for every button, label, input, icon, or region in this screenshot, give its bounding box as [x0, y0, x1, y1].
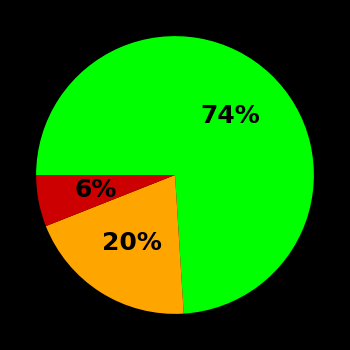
Text: 6%: 6%	[75, 178, 117, 202]
Text: 74%: 74%	[200, 104, 260, 128]
Text: 20%: 20%	[102, 231, 162, 255]
Wedge shape	[46, 175, 184, 314]
Wedge shape	[36, 175, 175, 226]
Wedge shape	[36, 36, 314, 314]
